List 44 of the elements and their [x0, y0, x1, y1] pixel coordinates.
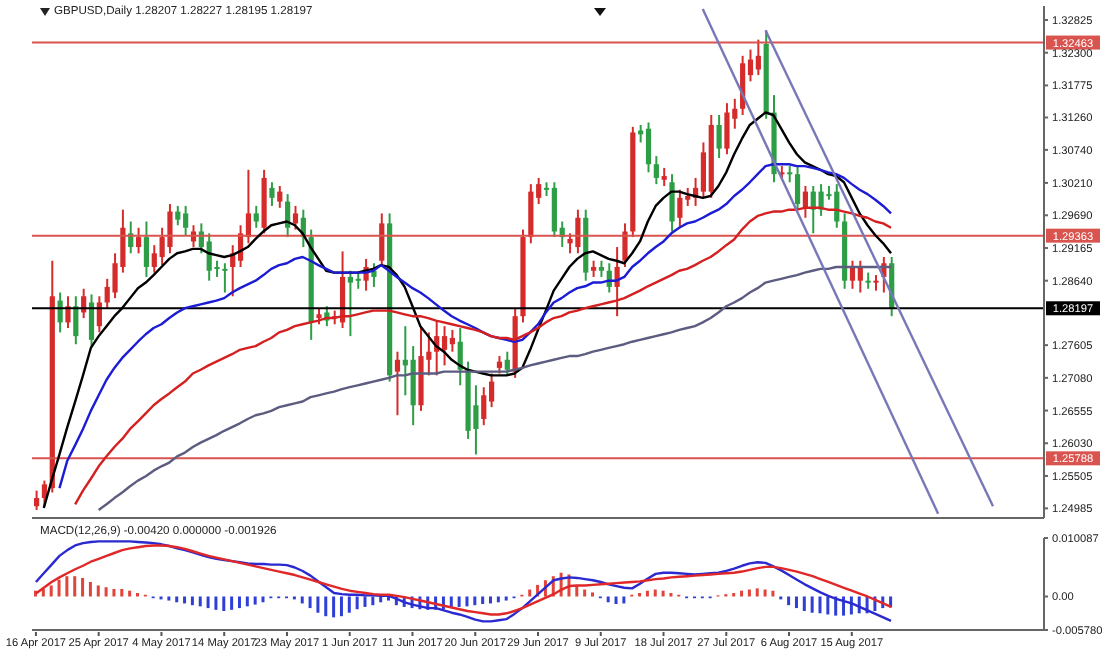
candlestick: [206, 232, 212, 282]
candlestick: [253, 204, 259, 229]
candlestick: [73, 295, 79, 346]
candlestick: [394, 350, 401, 417]
candlestick: [143, 220, 150, 278]
candlestick: [371, 262, 377, 288]
candlestick: [292, 204, 299, 231]
candlestick: [167, 203, 173, 255]
line-series: [58, 163, 893, 490]
candlestick: [645, 121, 652, 174]
candlestick: [34, 489, 40, 511]
candlestick: [175, 204, 181, 227]
candlestick: [379, 212, 385, 268]
candlestick: [716, 114, 722, 159]
candlestick: [347, 269, 353, 338]
candlestick: [794, 165, 801, 211]
candlestick: [677, 188, 683, 229]
candlestick: [269, 181, 275, 207]
candlestick: [528, 183, 534, 245]
candlestick: [551, 181, 557, 239]
candlestick: [653, 155, 659, 186]
candlestick: [669, 173, 675, 233]
candlestick: [661, 166, 667, 188]
candlestick: [151, 244, 157, 274]
candlestick: [183, 204, 189, 237]
candlestick: [222, 262, 228, 294]
candlestick: [575, 208, 581, 255]
candlestick: [755, 38, 761, 77]
candlestick: [481, 386, 487, 427]
candlestick: [857, 259, 863, 294]
candlestick: [818, 183, 824, 217]
candlestick: [724, 102, 730, 156]
candlestick: [504, 350, 510, 377]
candlestick: [873, 274, 879, 292]
candlestick: [65, 295, 71, 330]
candlestick: [277, 185, 283, 209]
candlestick: [135, 226, 142, 255]
line-series: [97, 265, 893, 512]
candlestick: [449, 328, 455, 353]
candlestick: [41, 479, 48, 508]
candlestick: [441, 325, 448, 367]
candlestick: [622, 222, 628, 268]
candlestick: [849, 259, 856, 290]
candlestick: [88, 293, 95, 349]
